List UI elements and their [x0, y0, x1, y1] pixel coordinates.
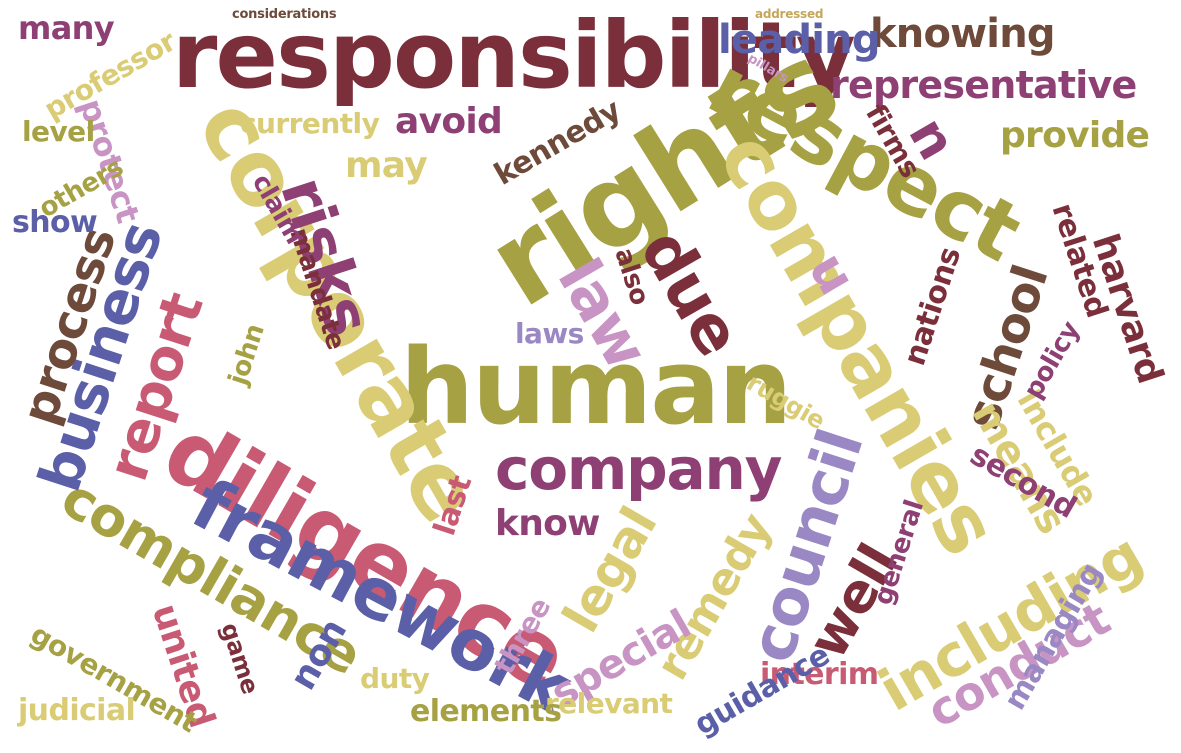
word-may: may: [345, 148, 427, 184]
word-leading: leading: [718, 20, 880, 60]
word-currently: currently: [240, 110, 379, 138]
word-avoid: avoid: [395, 104, 502, 140]
word-knowing: knowing: [870, 14, 1055, 54]
word-know: know: [495, 506, 600, 542]
word-representative: representative: [830, 66, 1137, 104]
word-nations: nations: [900, 244, 966, 369]
word-provide: provide: [1000, 118, 1149, 154]
word-elements: elements: [410, 697, 561, 727]
word-judicial: judicial: [18, 696, 135, 726]
word-duty: duty: [360, 665, 429, 693]
word-john: john: [225, 321, 269, 388]
word-many: many: [18, 12, 114, 44]
word-laws: laws: [515, 320, 584, 348]
word-show: show: [12, 208, 97, 238]
word-addressed: addressed: [755, 8, 823, 20]
word-level: level: [22, 118, 95, 146]
word-considerations: considerations: [232, 8, 336, 21]
word-relevant: relevant: [545, 690, 672, 718]
word-company: company: [495, 440, 781, 498]
